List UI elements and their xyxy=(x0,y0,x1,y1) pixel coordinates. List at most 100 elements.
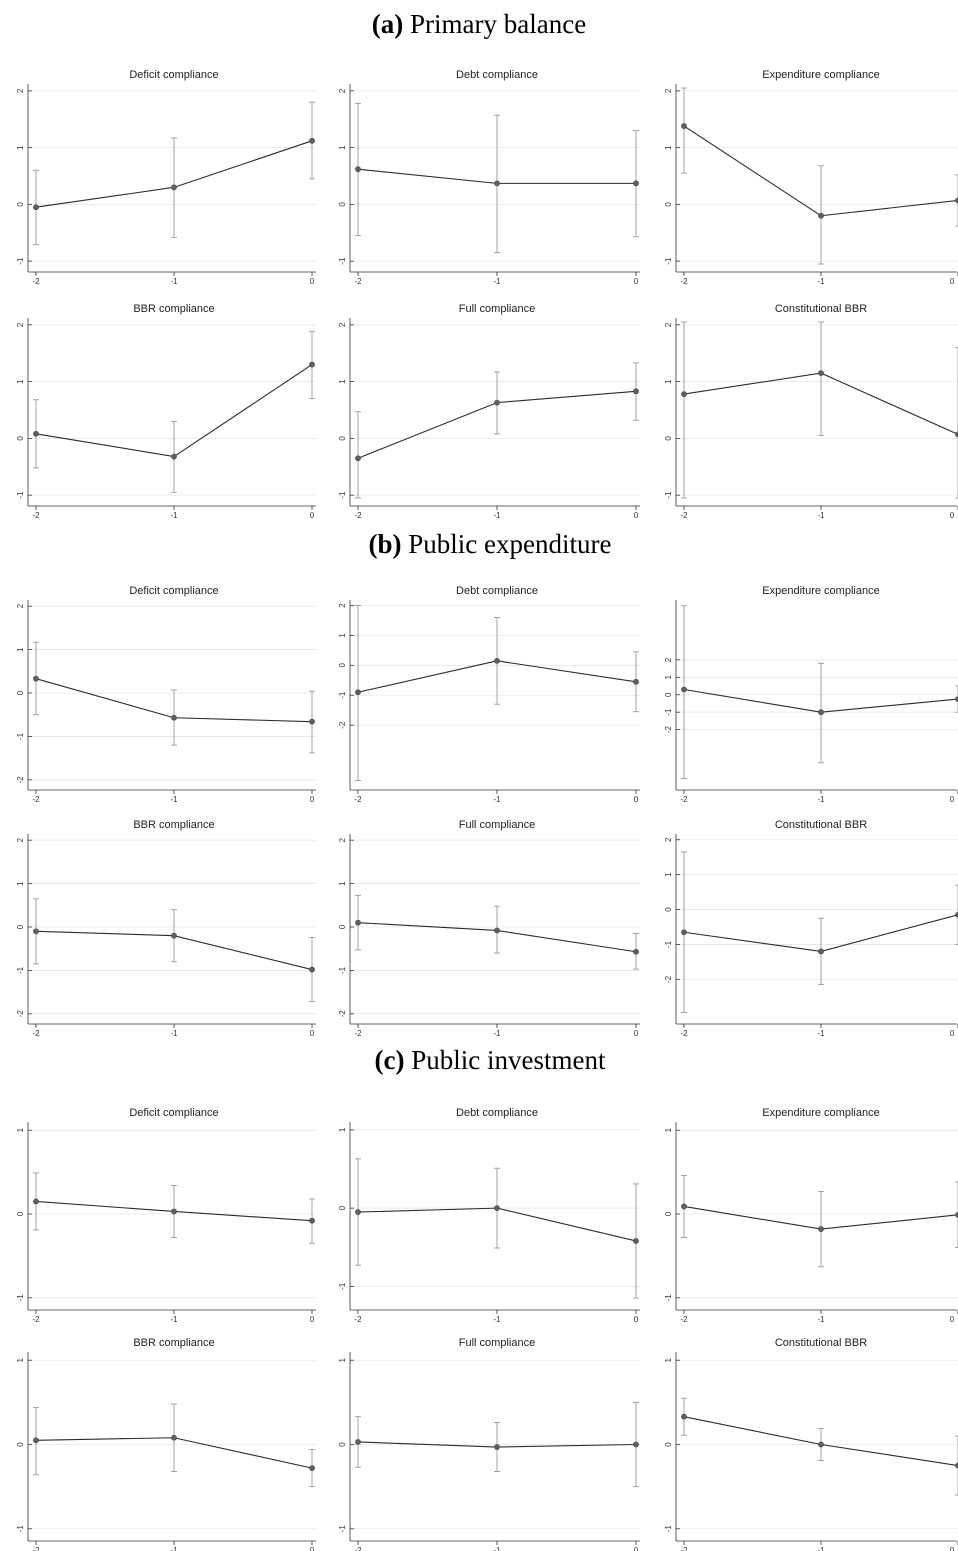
data-point xyxy=(494,1444,500,1450)
data-point xyxy=(355,455,361,462)
x-tick-label: -2 xyxy=(32,1546,40,1551)
x-tick-label: -2 xyxy=(354,511,362,520)
y-tick-label: 0 xyxy=(338,436,347,441)
x-tick-label: -1 xyxy=(817,795,825,804)
panel-title: Expenditure compliance xyxy=(762,1107,879,1119)
panel-title: Full compliance xyxy=(459,303,535,315)
y-tick-label: 0 xyxy=(16,202,25,207)
y-tick-label: 1 xyxy=(16,647,25,652)
y-tick-label: -1 xyxy=(16,491,25,499)
x-tick-label: 0 xyxy=(310,1546,315,1551)
y-tick-label: -1 xyxy=(338,491,347,499)
data-point xyxy=(818,370,824,376)
data-point xyxy=(494,657,500,664)
x-tick-label: -1 xyxy=(170,1029,178,1038)
data-point xyxy=(494,927,500,934)
x-tick-label: 0 xyxy=(634,277,639,286)
data-point xyxy=(33,1198,39,1205)
x-tick-label: -2 xyxy=(354,277,362,286)
data-point xyxy=(818,948,824,955)
data-point xyxy=(494,1205,500,1212)
data-point xyxy=(955,1211,958,1218)
panel-9: Expenditure compliance -2 -1 0 1 2 -2 -1 0 xyxy=(664,585,958,804)
y-tick-label: -1 xyxy=(664,940,673,948)
data-point xyxy=(171,453,177,460)
data-point xyxy=(33,675,39,682)
data-point xyxy=(309,137,315,144)
y-tick-label: 0 xyxy=(338,663,347,668)
section-letter-b: (b) xyxy=(369,529,402,559)
x-tick-label: -1 xyxy=(170,1546,178,1551)
data-point xyxy=(681,391,687,398)
x-tick-label: -1 xyxy=(493,1315,501,1324)
y-tick-label: 1 xyxy=(338,145,347,150)
y-tick-label: 0 xyxy=(664,202,673,207)
panel-title: BBR compliance xyxy=(133,303,214,315)
y-tick-label: 1 xyxy=(664,872,673,877)
data-point xyxy=(955,696,958,703)
x-tick-label: -1 xyxy=(493,795,501,804)
data-point xyxy=(33,928,39,935)
y-tick-label: -1 xyxy=(16,1294,25,1302)
data-point xyxy=(171,184,177,191)
data-point xyxy=(818,1441,824,1448)
y-tick-label: 0 xyxy=(16,1442,25,1447)
section-label-a: Primary balance xyxy=(410,9,586,39)
y-tick-label: 2 xyxy=(664,322,673,327)
x-tick-label: -2 xyxy=(680,1315,688,1324)
x-tick-label: -1 xyxy=(817,277,825,286)
y-tick-label: 2 xyxy=(664,88,673,93)
x-tick-label: -1 xyxy=(817,1315,825,1324)
data-point xyxy=(33,1437,39,1444)
y-tick-label: -1 xyxy=(16,257,25,265)
data-point xyxy=(355,1209,361,1215)
y-tick-label: -1 xyxy=(664,1294,673,1302)
data-point xyxy=(633,388,639,395)
x-tick-label: -1 xyxy=(493,511,501,520)
y-tick-label: -1 xyxy=(16,1525,25,1533)
x-tick-label: -1 xyxy=(170,511,178,520)
x-tick-label: -2 xyxy=(32,795,40,804)
panel-title: Deficit compliance xyxy=(129,585,218,597)
x-tick-label: 0 xyxy=(634,1546,639,1551)
x-tick-label: 0 xyxy=(634,1315,639,1324)
y-tick-label: 2 xyxy=(16,837,25,842)
y-tick-label: 0 xyxy=(664,1211,673,1216)
y-tick-label: 1 xyxy=(664,379,673,384)
x-tick-label: -2 xyxy=(354,795,362,804)
x-tick-label: -2 xyxy=(32,1029,40,1038)
data-point xyxy=(355,919,361,926)
data-point xyxy=(309,966,315,973)
x-tick-label: -2 xyxy=(680,277,688,286)
y-tick-label: 0 xyxy=(16,690,25,695)
data-point xyxy=(33,204,39,211)
x-tick-label: 0 xyxy=(310,511,315,520)
x-tick-label: -1 xyxy=(170,277,178,286)
x-tick-label: 0 xyxy=(310,277,315,286)
data-point xyxy=(633,180,639,187)
x-tick-label: 0 xyxy=(950,1546,955,1551)
x-tick-label: 0 xyxy=(950,277,955,286)
panel-8: Debt compliance -2 -1 0 1 2 -2 -1 0 xyxy=(338,585,640,804)
panel-4: BBR compliance -1 0 1 2 -2 -1 0 xyxy=(16,303,316,520)
x-tick-label: -1 xyxy=(170,1315,178,1324)
panel-7: Deficit compliance -2 -1 0 1 2 -2 -1 0 xyxy=(16,585,316,804)
y-tick-label: -1 xyxy=(664,257,673,265)
y-tick-label: 0 xyxy=(664,1442,673,1447)
x-tick-label: 0 xyxy=(634,511,639,520)
y-tick-label: 0 xyxy=(338,1442,347,1447)
section-letter-c: (c) xyxy=(375,1045,405,1075)
data-point xyxy=(955,1462,958,1469)
data-point xyxy=(633,1441,639,1448)
y-tick-label: 0 xyxy=(664,907,673,912)
panel-10: BBR compliance -2 -1 0 1 2 -2 -1 0 xyxy=(16,819,316,1038)
section-label-b: Public expenditure xyxy=(408,529,611,559)
x-tick-label: 0 xyxy=(950,511,955,520)
y-tick-label: 0 xyxy=(664,692,673,697)
data-point xyxy=(955,197,958,204)
data-point xyxy=(681,929,687,936)
data-point xyxy=(355,1439,361,1445)
y-tick-label: 0 xyxy=(664,436,673,441)
panel-title: Expenditure compliance xyxy=(762,585,879,597)
